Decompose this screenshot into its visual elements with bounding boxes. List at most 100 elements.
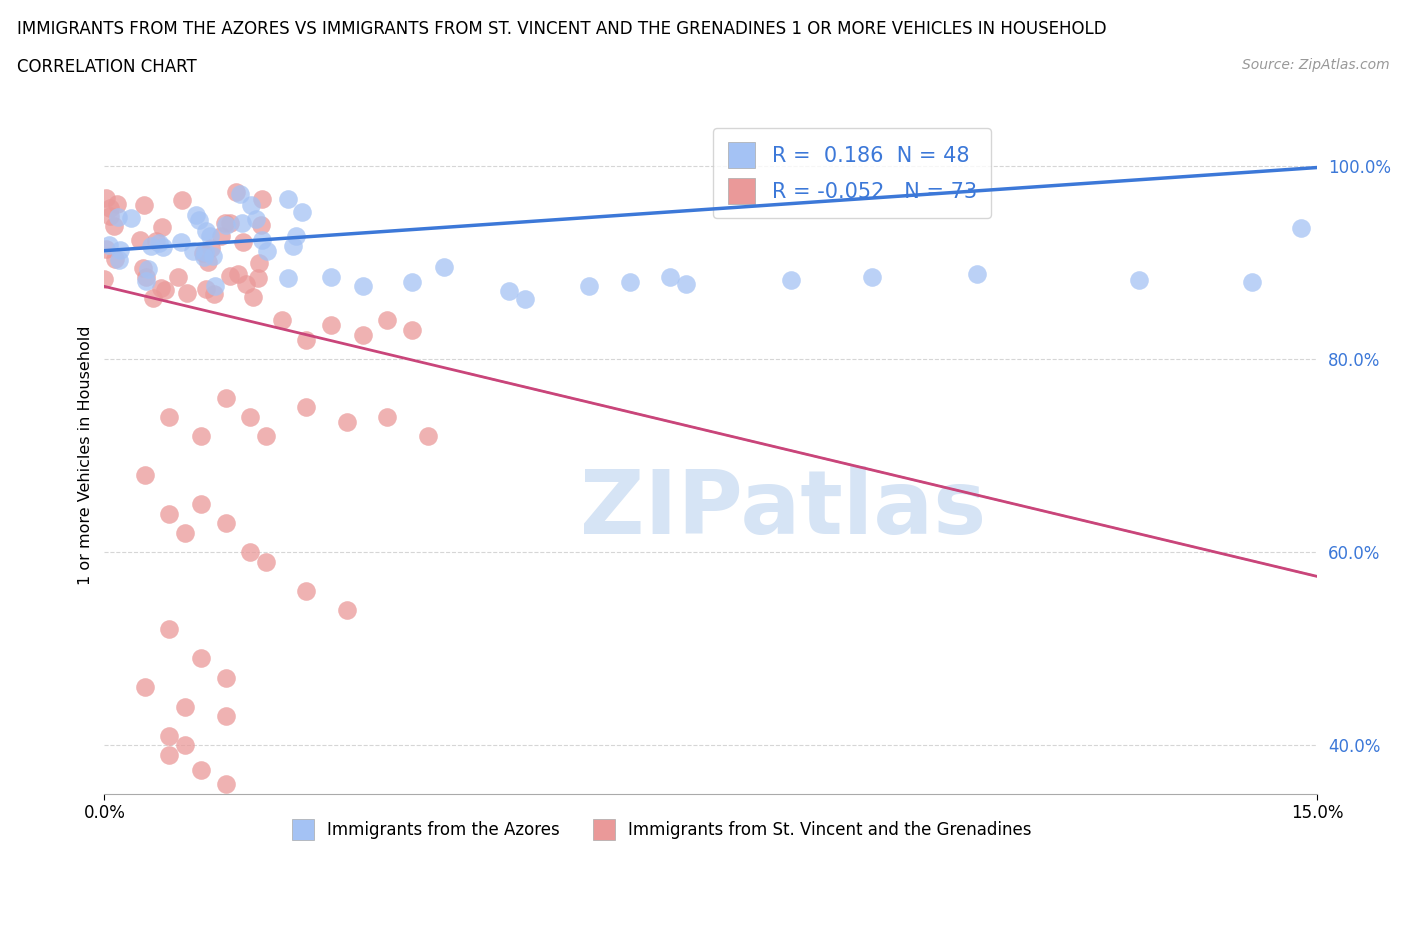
Point [174, 738, 197, 753]
Point [1241, 274, 1264, 289]
Point [1289, 221, 1312, 236]
Point [245, 212, 267, 227]
Point [226, 266, 249, 281]
Point [94, 191, 117, 206]
Point [336, 414, 359, 429]
Point [578, 279, 600, 294]
Point [250, 192, 273, 206]
Point [152, 239, 174, 254]
Point [139, 239, 162, 254]
Point [108, 252, 131, 267]
Point [157, 748, 180, 763]
Point [214, 777, 236, 791]
Point [98, 238, 121, 253]
Point [198, 228, 221, 243]
Point [285, 229, 308, 244]
Point [219, 216, 242, 231]
Point [966, 266, 988, 281]
Point [190, 763, 212, 777]
Point [232, 234, 254, 249]
Point [214, 671, 236, 685]
Point [107, 209, 129, 224]
Legend: Immigrants from the Azores, Immigrants from St. Vincent and the Grenadines: Immigrants from the Azores, Immigrants f… [285, 813, 1039, 846]
Point [247, 256, 270, 271]
Point [239, 409, 262, 424]
Point [202, 286, 225, 301]
Point [202, 248, 225, 263]
Point [134, 197, 156, 212]
Point [191, 246, 214, 260]
Point [498, 284, 520, 299]
Point [209, 228, 232, 243]
Point [271, 312, 294, 327]
Point [190, 651, 212, 666]
Point [319, 270, 342, 285]
Point [98, 208, 121, 223]
Point [416, 429, 439, 444]
Point [375, 312, 398, 327]
Point [145, 233, 167, 248]
Point [148, 235, 170, 250]
Point [134, 680, 156, 695]
Point [176, 286, 198, 300]
Y-axis label: 1 or more Vehicles in Household: 1 or more Vehicles in Household [79, 326, 93, 585]
Point [170, 193, 193, 207]
Point [157, 622, 180, 637]
Point [401, 323, 423, 338]
Point [214, 390, 236, 405]
Point [281, 238, 304, 253]
Point [214, 516, 236, 531]
Point [197, 254, 219, 269]
Point [132, 260, 155, 275]
Point [246, 271, 269, 286]
Point [352, 327, 374, 342]
Point [93, 272, 115, 287]
Point [239, 198, 262, 213]
Point [277, 192, 299, 206]
Text: CORRELATION CHART: CORRELATION CHART [17, 58, 197, 75]
Point [170, 234, 193, 249]
Point [103, 219, 125, 233]
Point [166, 270, 188, 285]
Point [218, 269, 240, 284]
Point [108, 243, 131, 258]
Point [187, 213, 209, 228]
Text: IMMIGRANTS FROM THE AZORES VS IMMIGRANTS FROM ST. VINCENT AND THE GRENADINES 1 O: IMMIGRANTS FROM THE AZORES VS IMMIGRANTS… [17, 20, 1107, 38]
Point [675, 276, 697, 291]
Point [157, 506, 180, 521]
Point [149, 281, 172, 296]
Point [242, 290, 264, 305]
Point [231, 216, 253, 231]
Point [98, 201, 121, 216]
Point [214, 216, 236, 231]
Point [190, 497, 212, 512]
Point [619, 274, 641, 289]
Point [295, 400, 318, 415]
Point [352, 279, 374, 294]
Point [134, 468, 156, 483]
Point [277, 270, 299, 285]
Point [214, 709, 236, 724]
Point [291, 205, 314, 219]
Point [128, 232, 150, 247]
Point [195, 282, 218, 297]
Point [295, 583, 318, 598]
Point [235, 276, 257, 291]
Point [659, 270, 682, 285]
Point [184, 207, 207, 222]
Point [153, 283, 176, 298]
Point [150, 219, 173, 234]
Point [215, 218, 238, 232]
Text: Source: ZipAtlas.com: Source: ZipAtlas.com [1241, 58, 1389, 72]
Point [157, 409, 180, 424]
Point [225, 184, 247, 199]
Point [174, 699, 197, 714]
Point [142, 290, 165, 305]
Point [136, 261, 159, 276]
Point [228, 187, 250, 202]
Point [513, 291, 536, 306]
Point [860, 270, 883, 285]
Point [200, 241, 222, 256]
Point [174, 525, 197, 540]
Point [181, 244, 204, 259]
